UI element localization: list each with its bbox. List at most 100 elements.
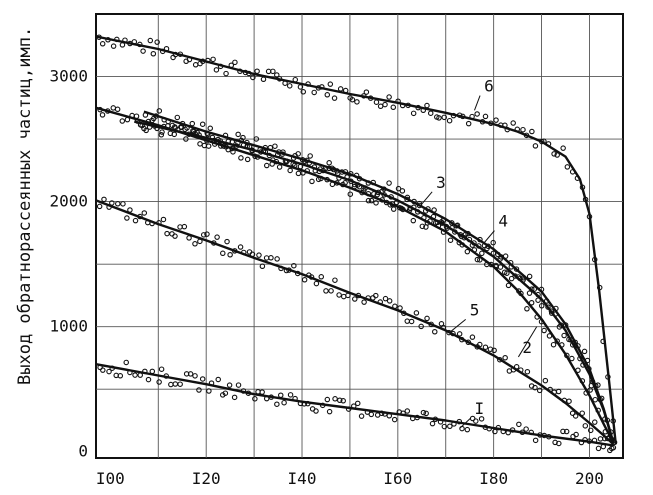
data-point (231, 394, 238, 401)
data-point (523, 426, 529, 432)
data-point (200, 232, 207, 238)
data-point (177, 224, 183, 230)
plot-border (95, 13, 624, 459)
series-label: 5 (470, 300, 480, 319)
data-point (436, 115, 442, 121)
data-point (207, 125, 214, 132)
data-point (158, 132, 165, 138)
data-point (399, 188, 406, 194)
data-point (391, 416, 398, 423)
data-point (277, 392, 284, 398)
data-point (259, 263, 266, 270)
data-point (274, 256, 280, 262)
data-point (386, 180, 392, 186)
data-point (592, 396, 598, 403)
data-point (491, 347, 497, 354)
data-point (115, 201, 121, 207)
label-leader (517, 326, 538, 358)
data-point (156, 108, 163, 114)
data-point (474, 256, 481, 263)
data-point (482, 113, 489, 120)
data-point (529, 128, 535, 135)
data-point (264, 162, 270, 169)
data-point (120, 201, 126, 207)
data-point (404, 318, 410, 324)
data-point (222, 390, 229, 396)
data-point (469, 334, 476, 340)
data-point (150, 115, 157, 122)
series-label: 4 (498, 212, 508, 231)
data-point (196, 387, 202, 393)
data-point (150, 50, 157, 57)
data-point (501, 269, 508, 276)
data-point (337, 86, 344, 92)
label-leader (474, 95, 481, 111)
data-point (447, 237, 454, 243)
data-point (215, 376, 221, 383)
data-point (337, 397, 343, 403)
x-tick-label: I60 (383, 469, 412, 488)
data-point (206, 388, 212, 394)
data-point (210, 56, 216, 63)
series-line (134, 120, 615, 444)
data-point (377, 103, 384, 110)
data-point (313, 408, 319, 414)
data-point (205, 143, 212, 149)
data-point (524, 368, 531, 375)
data-point (178, 124, 184, 130)
x-tick-label: I40 (288, 469, 317, 488)
data-point (141, 210, 148, 216)
data-point (542, 377, 549, 384)
data-point (328, 288, 334, 294)
data-point (554, 152, 560, 158)
data-point (187, 371, 194, 377)
data-point (395, 185, 402, 192)
data-point (227, 251, 233, 258)
series-line (95, 199, 615, 446)
data-point (566, 398, 572, 404)
data-point (174, 114, 181, 121)
series-label: 6 (484, 77, 494, 96)
data-point (432, 328, 438, 335)
data-point (117, 373, 124, 379)
data-point (147, 37, 154, 44)
series-label: I (474, 399, 484, 418)
data-point (110, 105, 117, 111)
data-point (300, 89, 307, 95)
series-label: 2 (522, 338, 532, 357)
data-point (123, 359, 129, 366)
data-point (456, 331, 463, 337)
data-point (573, 431, 579, 438)
data-point (413, 310, 420, 316)
data-point (158, 366, 165, 372)
data-point (536, 387, 543, 394)
data-points (96, 34, 618, 454)
x-tick-label: I80 (479, 469, 508, 488)
data-point (141, 125, 147, 132)
data-point (149, 368, 156, 375)
data-point (268, 255, 274, 261)
data-point (301, 277, 308, 283)
data-point (168, 381, 174, 388)
data-point (352, 296, 358, 302)
data-point (214, 234, 220, 240)
data-point (418, 323, 424, 330)
data-point (106, 368, 112, 375)
data-point (263, 255, 270, 261)
data-point (505, 282, 512, 289)
data-point (311, 89, 317, 96)
data-point (287, 167, 293, 174)
data-point (563, 428, 570, 435)
data-point (145, 376, 152, 383)
data-point (386, 94, 392, 100)
data-point (368, 197, 375, 204)
x-tick-label: I20 (192, 469, 221, 488)
data-point (235, 131, 241, 138)
data-point (223, 70, 229, 77)
data-point (447, 423, 453, 429)
data-point (464, 426, 471, 433)
data-point (556, 440, 562, 447)
data-point (326, 408, 333, 415)
data-point (220, 250, 226, 257)
data-point (349, 96, 356, 103)
